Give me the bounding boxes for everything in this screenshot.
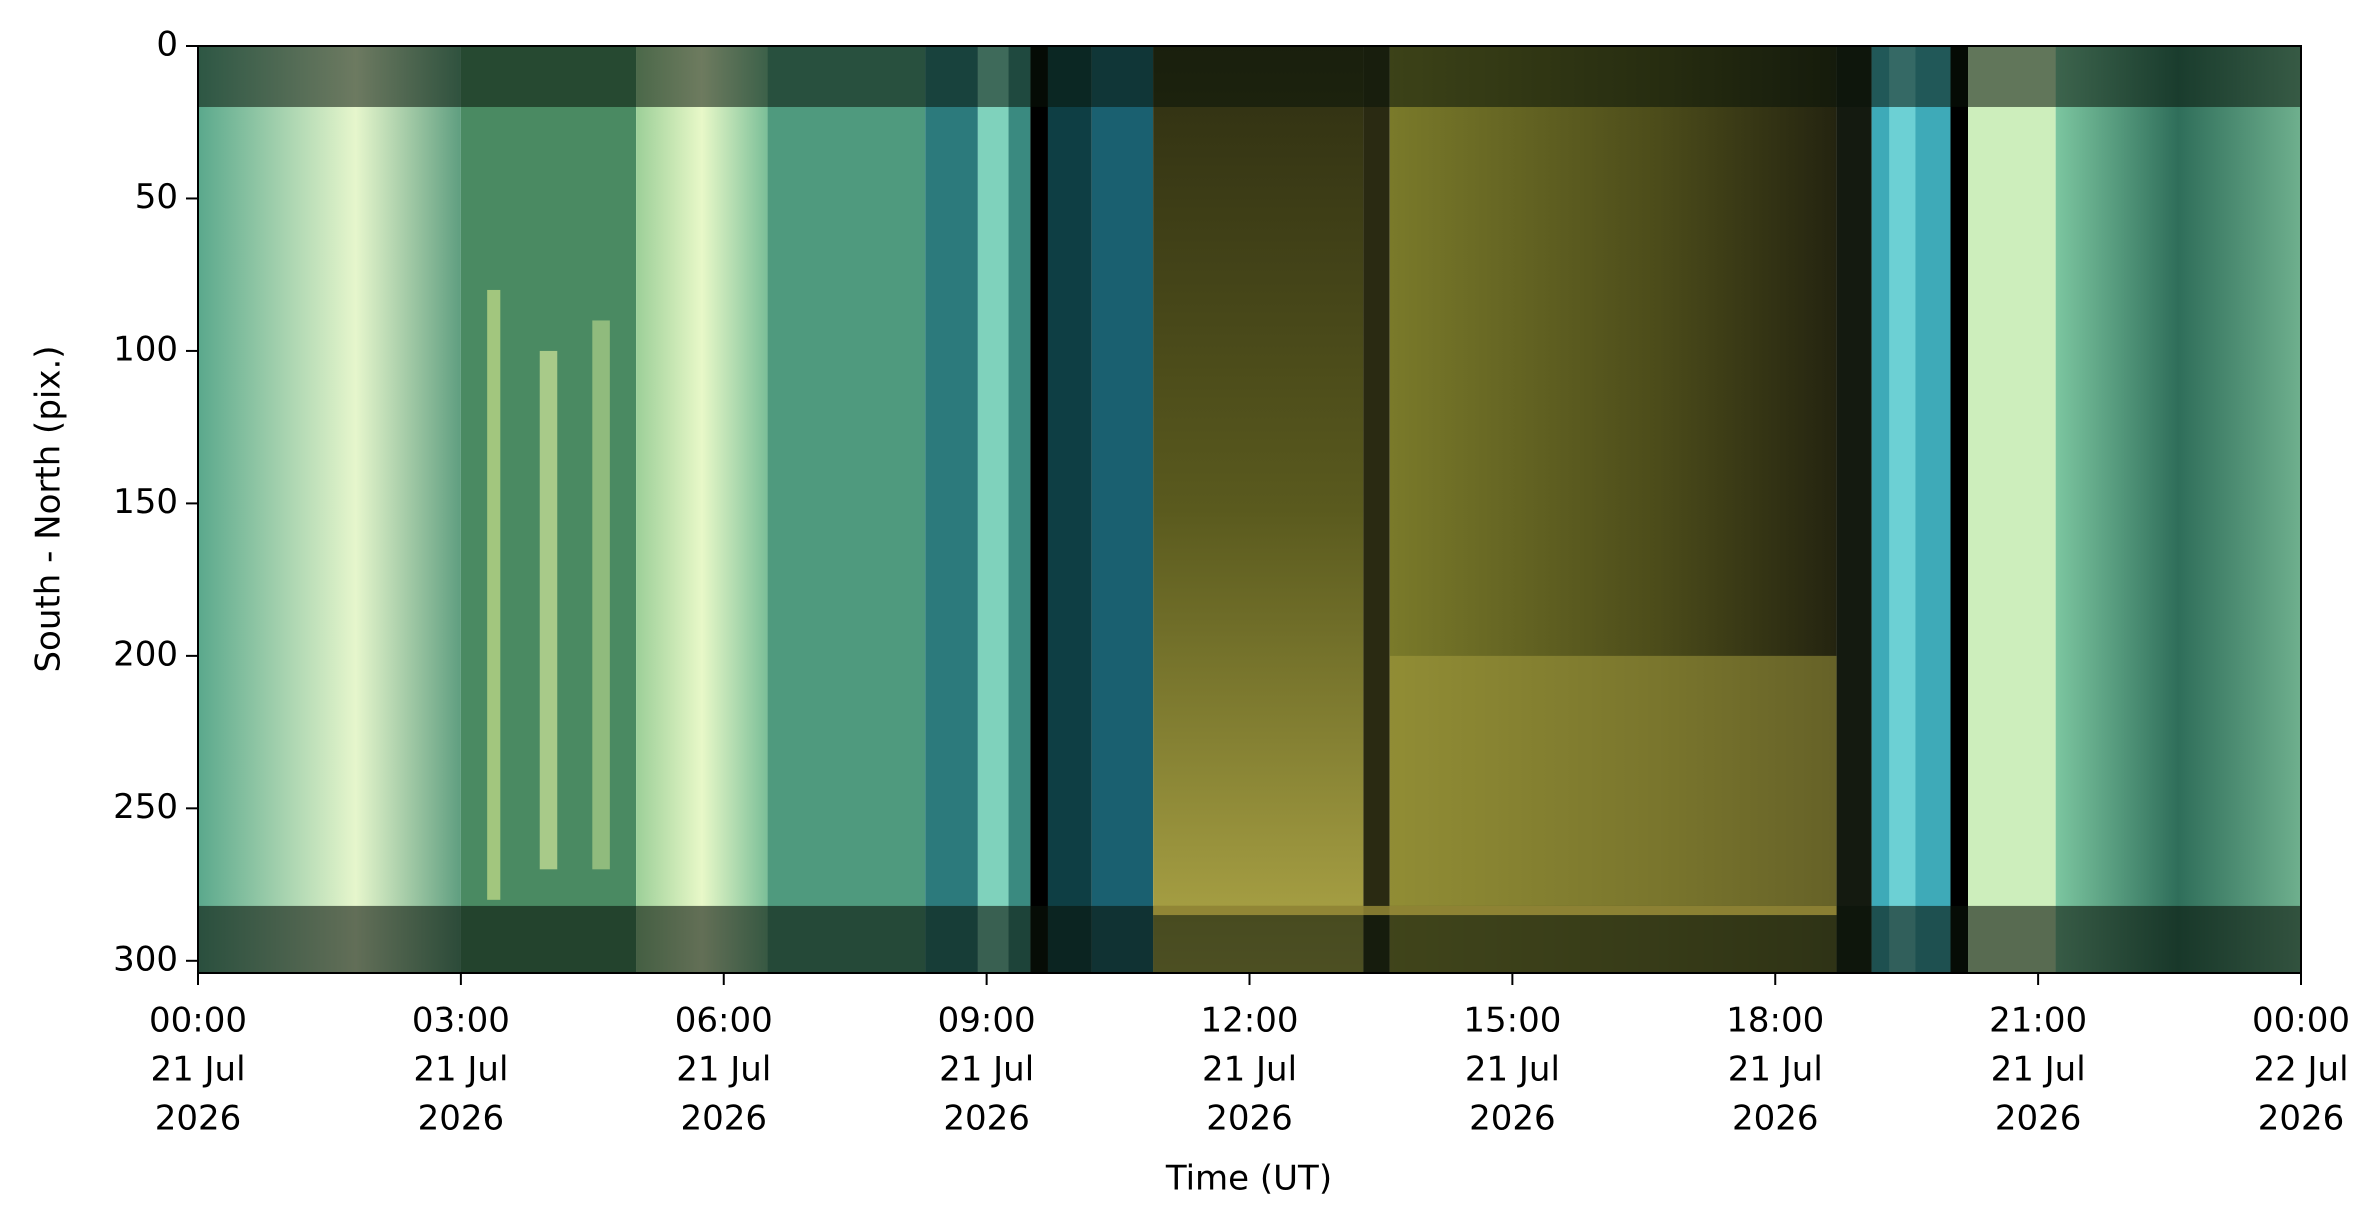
- y-tick-label: 100: [113, 329, 178, 369]
- x-tick-label: 09:00: [938, 1001, 1036, 1041]
- x-tick-label: 18:00: [1726, 1001, 1824, 1041]
- x-tick-label: 21 Jul: [150, 1050, 245, 1090]
- x-tick-label: 2026: [155, 1099, 242, 1139]
- y-tick-label: 300: [113, 939, 178, 979]
- y-tick-label: 50: [135, 177, 178, 217]
- x-tick-label: 21:00: [1989, 1001, 2087, 1041]
- y-tick-label: 0: [156, 25, 178, 65]
- x-tick-label: 21 Jul: [413, 1050, 508, 1090]
- x-tick-label: 21 Jul: [1991, 1050, 2086, 1090]
- y-tick-label: 250: [113, 787, 178, 827]
- x-tick-label: 21 Jul: [1202, 1050, 1297, 1090]
- x-tick-label: 21 Jul: [1465, 1050, 1560, 1090]
- keogram-image: [198, 46, 2301, 973]
- x-tick-label: 22 Jul: [2253, 1050, 2348, 1090]
- x-tick-label: 21 Jul: [1728, 1050, 1823, 1090]
- x-tick-label: 12:00: [1201, 1001, 1299, 1041]
- y-tick-label: 150: [113, 482, 178, 522]
- x-tick-label: 03:00: [412, 1001, 510, 1041]
- y-tick-label: 200: [113, 634, 178, 674]
- x-tick-label: 2026: [943, 1099, 1030, 1139]
- x-tick-label: 2026: [1469, 1099, 1556, 1139]
- x-tick-label: 2026: [2258, 1099, 2345, 1139]
- y-axis-label: South - North (pix.): [29, 345, 69, 672]
- x-tick-label: 00:00: [149, 1001, 247, 1041]
- x-tick-label: 2026: [1995, 1099, 2082, 1139]
- x-tick-label: 2026: [1732, 1099, 1819, 1139]
- x-axis-label: Time (UT): [1165, 1159, 1332, 1199]
- x-tick-label: 21 Jul: [676, 1050, 771, 1090]
- x-tick-label: 15:00: [1463, 1001, 1561, 1041]
- x-tick-label: 00:00: [2252, 1001, 2350, 1041]
- x-tick-label: 2026: [1206, 1099, 1293, 1139]
- x-tick-label: 2026: [418, 1099, 505, 1139]
- x-tick-label: 21 Jul: [939, 1050, 1034, 1090]
- x-tick-label: 2026: [680, 1099, 767, 1139]
- x-tick-label: 06:00: [675, 1001, 773, 1041]
